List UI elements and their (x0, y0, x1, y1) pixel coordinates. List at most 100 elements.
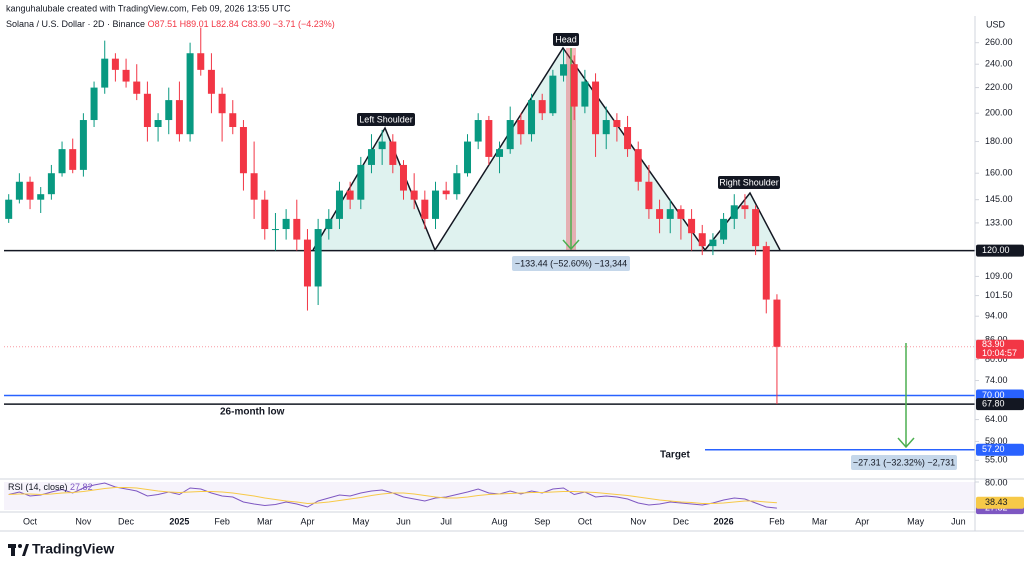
candle-body (506, 120, 514, 150)
head-label: Head (555, 34, 577, 44)
x-tick-label: Feb (769, 516, 785, 526)
candle-body (741, 205, 749, 210)
x-tick-label: Jun (396, 516, 411, 526)
x-tick-label: Jun (951, 516, 966, 526)
candle-body (688, 218, 696, 234)
candle-body (37, 194, 45, 200)
x-tick-label: Oct (578, 516, 593, 526)
y-tick-label: 86.00 (985, 335, 1008, 345)
brand-logo (8, 544, 29, 556)
candle-body (752, 209, 760, 247)
candle-body (549, 75, 557, 114)
candle-body (698, 233, 706, 247)
x-tick-label: 2025 (169, 516, 189, 526)
head-measure-box (512, 256, 630, 271)
x-tick-label: Aug (492, 516, 508, 526)
candle-body (538, 100, 546, 114)
rsi-value-box (976, 496, 1024, 509)
candle-body (517, 120, 525, 135)
candle-body (26, 181, 34, 200)
candle-body (346, 190, 354, 200)
candles (5, 27, 781, 405)
x-tick-label: 2026 (714, 516, 734, 526)
x-tick-label: Dec (673, 516, 690, 526)
low-note: 26-month low (220, 407, 285, 418)
x-tick-label: Dec (118, 516, 135, 526)
candle-body (613, 120, 621, 128)
y-tick-label: 59.00 (985, 436, 1008, 446)
candle-body (175, 100, 183, 135)
ohlc-close: C83.90 (241, 19, 270, 29)
candle-body (570, 64, 578, 107)
currency: USD (986, 19, 1006, 29)
candle-body (143, 93, 151, 128)
candle-body (389, 141, 397, 165)
candle-body (624, 127, 632, 150)
candle-body (293, 218, 301, 240)
candle-body (229, 113, 237, 128)
candle-body (528, 100, 536, 135)
x-tick-label: Sep (534, 516, 550, 526)
levels (4, 249, 975, 451)
x-tick-label: May (907, 516, 925, 526)
level-label: 67.80 (982, 398, 1005, 408)
x-tick-label: Mar (812, 516, 828, 526)
level-label-box (976, 244, 1024, 257)
y-tick-label: 145.00 (985, 194, 1013, 204)
candle-body (207, 69, 215, 94)
candle-body (133, 81, 141, 94)
candle-body (154, 120, 162, 128)
candle-body (367, 149, 375, 165)
right-shoulder-label: Right Shoulder (719, 177, 779, 187)
candle-body (720, 218, 728, 240)
rsi-line (8, 487, 777, 505)
candle-body (239, 127, 247, 174)
last-price-box (976, 339, 1024, 359)
left-shoulder-label: Left Shoulder (359, 114, 413, 124)
y-tick-label: 55.00 (985, 455, 1008, 465)
candle-body (730, 205, 738, 219)
ohlc-open: O87.51 (148, 19, 178, 29)
candle-body (79, 120, 87, 170)
candle-body (47, 173, 55, 195)
y-tick-label: 74.00 (985, 375, 1008, 385)
candle-body (111, 58, 119, 70)
candle-body (410, 190, 418, 200)
candle-body (122, 69, 130, 82)
level-label: 120.00 (982, 245, 1010, 255)
x-tick-label: Feb (214, 516, 230, 526)
candle-body (762, 246, 770, 300)
pattern-outline (312, 46, 781, 252)
candle-body (666, 209, 674, 219)
x-tick-label: Mar (257, 516, 273, 526)
candle-body (303, 239, 311, 287)
y-tick-label: 101.50 (985, 290, 1013, 300)
legend: Solana / U.S. Dollar · 2D · Binance O87.… (6, 19, 335, 29)
candle-body (421, 199, 429, 219)
candle-body (378, 141, 386, 150)
rsi-value: 27.82 (70, 482, 93, 492)
x-tick-label: Nov (75, 516, 92, 526)
x-tick-label: Jul (440, 516, 452, 526)
rsi-band (4, 482, 975, 510)
level-label-box (976, 443, 1024, 456)
y-tick-label: 64.00 (985, 414, 1008, 424)
y-tick-label: 240.00 (985, 59, 1013, 69)
candle-body (602, 120, 610, 135)
candle-body (261, 199, 269, 230)
axes: 260.00 240.00 220.00 200.00 180.00 160.00 145.… (23, 37, 1024, 526)
symbol: Solana / U.S. Dollar · 2D · Binance (6, 19, 145, 29)
candle-body (165, 100, 173, 121)
candle-body (335, 190, 343, 219)
target-measure-label: −27.31 (−32.32%) −2,731 (853, 457, 955, 467)
candle-body (58, 149, 66, 174)
candle-body (250, 173, 258, 200)
y-tick-label: 80.00 (985, 354, 1008, 364)
head-measure-arrow (562, 239, 580, 251)
candle-body (634, 149, 642, 182)
candle-body (560, 64, 568, 76)
y-tick-label: 200.00 (985, 108, 1013, 118)
x-tick-label: May (352, 516, 370, 526)
rsi-pane (8, 482, 777, 509)
